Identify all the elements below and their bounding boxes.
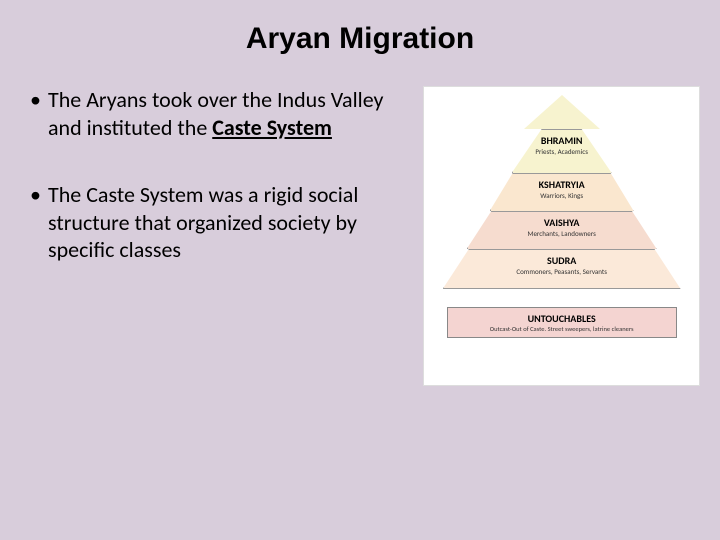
pyramid-tier: SUDRACommoners, Peasants, Servants <box>443 249 681 289</box>
pyramid-tier: KSHATRYIAWarriors, Kings <box>490 173 634 211</box>
slide-title: Aryan Migration <box>0 0 720 56</box>
bullet-text: The Aryans took over the Indus Valley an… <box>48 86 415 141</box>
tier-label: KSHATRYIA <box>491 174 633 191</box>
pyramid-cap <box>524 95 600 129</box>
tier-sub: Priests, Academics <box>513 147 611 159</box>
untouchables-box: UNTOUCHABLES Outcast-Out of Caste. Stree… <box>447 307 677 338</box>
bullet-underlined: Caste System <box>212 114 332 141</box>
tier-sub: Merchants, Landowners <box>468 229 656 241</box>
text-column: • The Aryans took over the Indus Valley … <box>30 86 415 386</box>
bullet-pre: The Caste System was a rigid social stru… <box>48 181 358 263</box>
tier-label: VAISHYA <box>468 212 656 229</box>
pyramid: BHRAMINPriests, AcademicsKSHATRYIAWarrio… <box>432 95 692 338</box>
tier-sub: Warriors, Kings <box>491 191 633 203</box>
tier-label: BHRAMIN <box>513 130 611 147</box>
tier-label: SUDRA <box>444 250 680 267</box>
bullet-item: • The Aryans took over the Indus Valley … <box>30 86 415 141</box>
bullet-dot-icon: • <box>30 86 48 141</box>
untouchables-sub: Outcast-Out of Caste. Street sweepers, l… <box>450 325 674 333</box>
tier-sub: Commoners, Peasants, Servants <box>444 267 680 279</box>
content-row: • The Aryans took over the Indus Valley … <box>0 56 720 386</box>
bullet-item: • The Caste System was a rigid social st… <box>30 181 415 264</box>
pyramid-tier: BHRAMINPriests, Academics <box>512 129 612 173</box>
pyramid-diagram: BHRAMINPriests, AcademicsKSHATRYIAWarrio… <box>423 86 700 386</box>
untouchables-label: UNTOUCHABLES <box>450 312 674 325</box>
bullet-text: The Caste System was a rigid social stru… <box>48 181 415 264</box>
bullet-dot-icon: • <box>30 181 48 264</box>
pyramid-tier: VAISHYAMerchants, Landowners <box>467 211 657 249</box>
